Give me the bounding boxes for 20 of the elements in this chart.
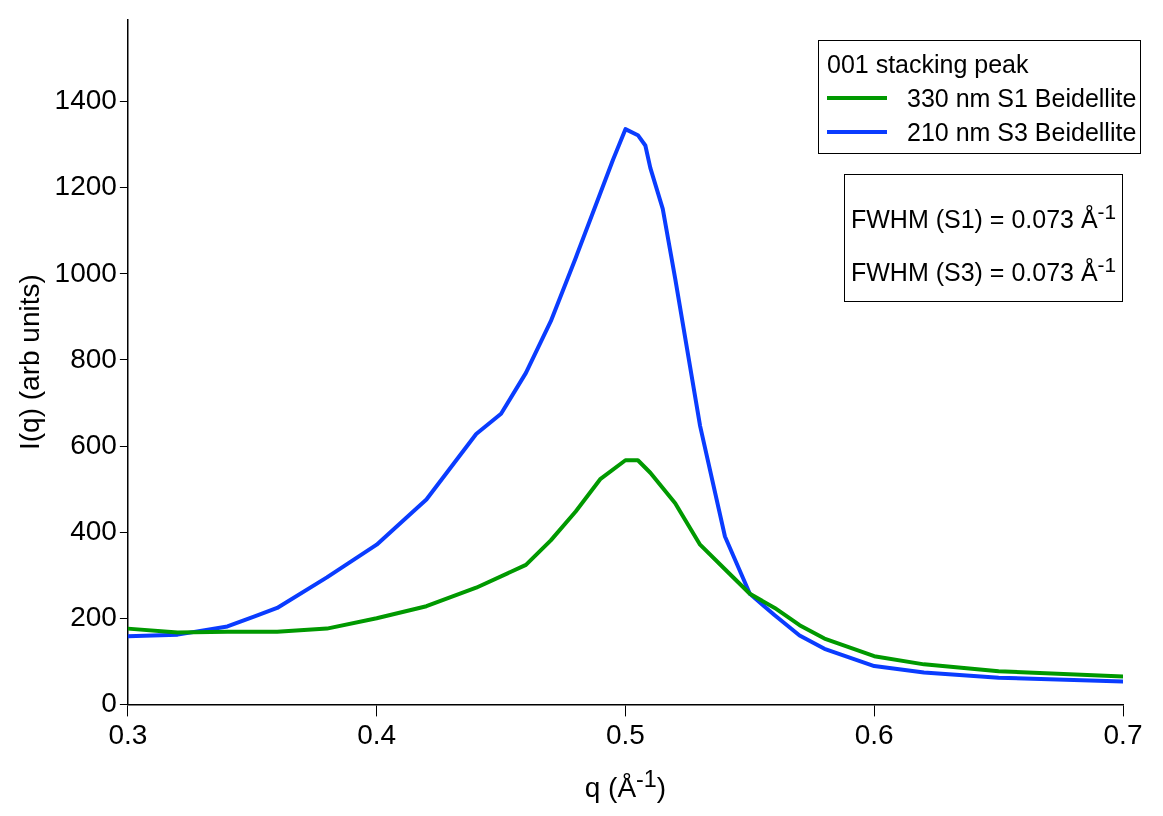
x-tick-label: 0.4 <box>357 718 397 750</box>
legend-label: 330 nm S1 Beidellite <box>907 82 1137 114</box>
y-tick-label: 800 <box>70 342 117 374</box>
x-axis-title: q (Å$^{-1}$) <box>584 766 667 805</box>
x-tick-label: 0.5 <box>605 718 645 750</box>
y-tick-label: 0 <box>101 687 117 719</box>
x-tick-label: 0.6 <box>854 718 894 750</box>
x-tick-label: 0.3 <box>108 718 148 750</box>
legend-label: 210 nm S3 Beidellite <box>907 116 1137 148</box>
x-tick-label: 0.7 <box>1103 718 1143 750</box>
y-tick-label: 1400 <box>54 84 117 116</box>
y-tick-label: 200 <box>70 601 117 633</box>
y-axis-title: I(q) (arb units) <box>13 274 45 451</box>
annotation: FWHM (S1) = 0.073 Å$^{-1}$ <box>851 198 1117 236</box>
y-tick-label: 1200 <box>54 170 117 202</box>
y-tick-label: 1000 <box>54 256 117 288</box>
y-tick-label: 400 <box>70 514 117 546</box>
annotation: FWHM (S3) = 0.073 Å$^{-1}$ <box>851 252 1117 289</box>
y-tick-label: 600 <box>70 428 117 460</box>
legend-title: 001 stacking peak <box>827 48 1030 80</box>
